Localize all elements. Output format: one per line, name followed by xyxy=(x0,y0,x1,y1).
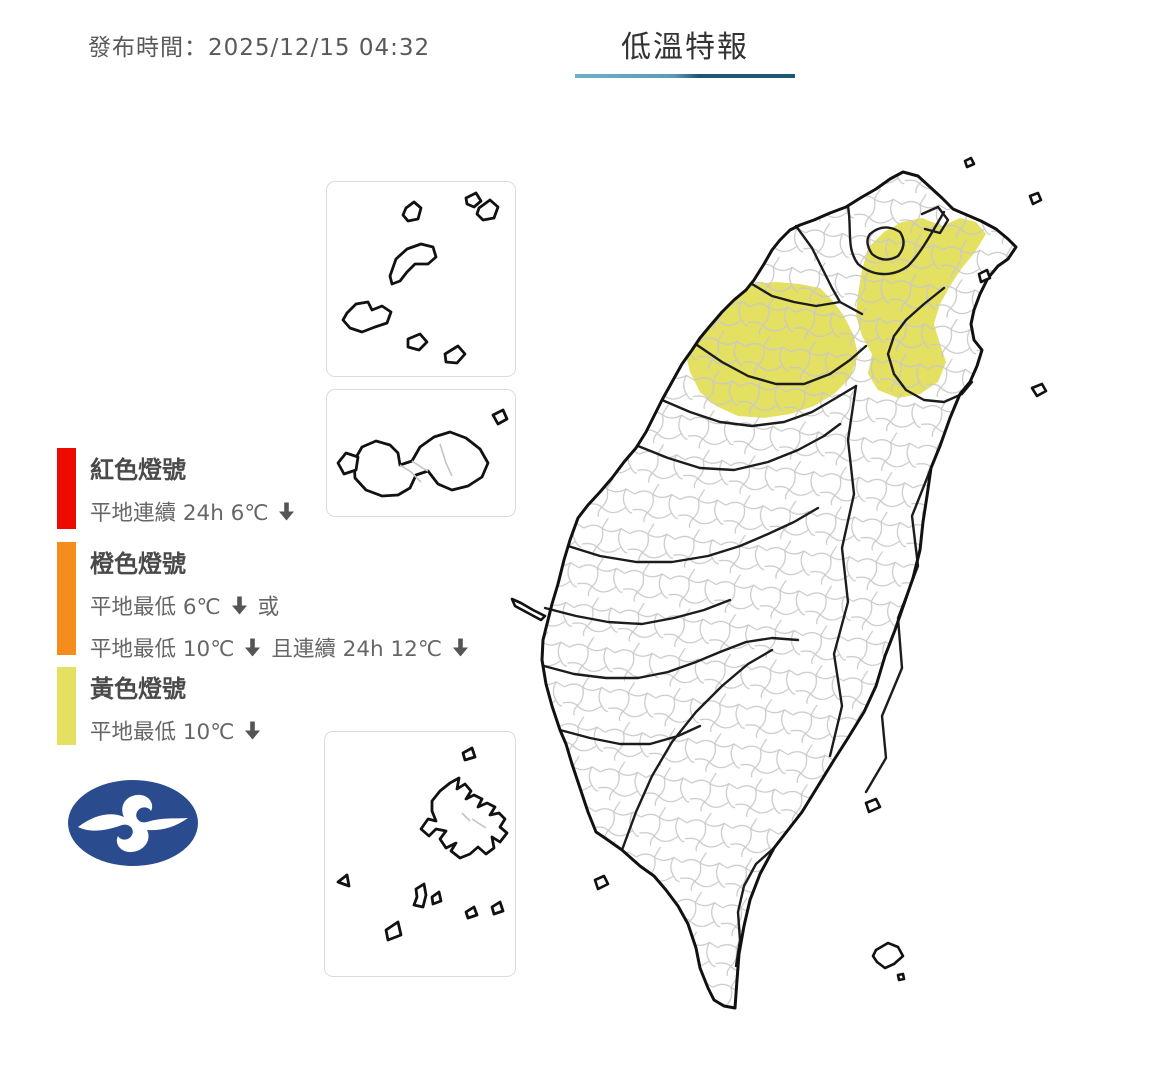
legend-title-orange: 橙色燈號 xyxy=(90,550,186,578)
inset-map-matsu xyxy=(326,181,516,377)
down-arrow-icon xyxy=(245,721,261,740)
down-arrow-icon xyxy=(453,638,469,657)
county-boundaries xyxy=(542,204,974,968)
legend-line: 平地連續 24h 6℃ xyxy=(90,496,305,527)
orange-signal-color-bar xyxy=(57,542,76,655)
title-underline xyxy=(575,74,795,78)
publish-time: 發布時間：2025/12/15 04:32 xyxy=(88,35,431,61)
page-title-tab[interactable]: 低溫特報 xyxy=(575,22,795,78)
cwa-logo-icon xyxy=(68,780,198,866)
inset-map-kinmen xyxy=(326,389,516,517)
legend-item-red: 紅色燈號 平地連續 24h 6℃ xyxy=(57,448,305,529)
legend-item-yellow: 黃色燈號 平地最低 10℃ xyxy=(57,667,271,745)
legend-line: 平地最低 10℃ xyxy=(90,715,271,746)
down-arrow-icon xyxy=(245,638,261,657)
legend-title-red: 紅色燈號 xyxy=(90,456,186,484)
page-title: 低溫特報 xyxy=(621,30,749,65)
legend-item-orange: 橙色燈號 平地最低 6℃ 或 平地最低 10℃ 且連續 24h 12℃ xyxy=(57,542,479,662)
legend-title-yellow: 黃色燈號 xyxy=(90,675,186,703)
legend-line: 平地最低 10℃ 且連續 24h 12℃ xyxy=(90,632,479,663)
inset-map-penghu xyxy=(324,731,516,977)
down-arrow-icon xyxy=(279,502,295,521)
yellow-signal-color-bar xyxy=(57,667,76,745)
red-signal-color-bar xyxy=(57,448,76,529)
down-arrow-icon xyxy=(231,596,247,615)
offshore-islets xyxy=(510,156,1048,982)
legend-line: 平地最低 6℃ 或 xyxy=(90,595,280,620)
